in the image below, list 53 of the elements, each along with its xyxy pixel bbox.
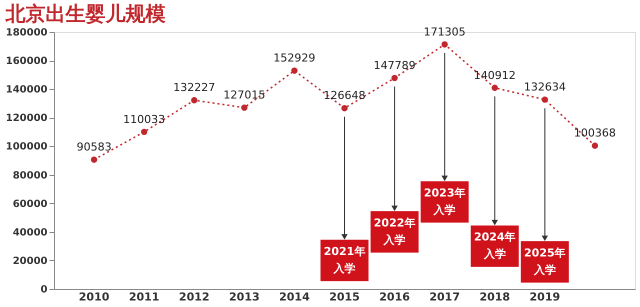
data-label: 147789 (374, 58, 416, 72)
data-label: 171305 (424, 25, 466, 38)
data-label: 100368 (574, 126, 616, 140)
data-label: 110033 (123, 112, 166, 126)
point (140, 128, 148, 136)
data-label: 127015 (223, 88, 266, 102)
y-tick-label: 0 (40, 284, 48, 296)
point (442, 41, 448, 48)
y-tick-label: 40000 (12, 227, 48, 238)
annotation: 入学 (432, 203, 456, 216)
point (492, 84, 498, 91)
y-tick-label: 160000 (6, 56, 48, 68)
x-tick-label: 2011 (128, 290, 160, 304)
point (241, 104, 248, 111)
data-label: 132634 (524, 80, 566, 94)
annotation: 2025年 (524, 246, 566, 260)
annotation: 2024年 (474, 230, 516, 244)
x-tick-label: 2010 (78, 290, 110, 304)
point (391, 74, 398, 82)
annotation: 入学 (382, 233, 406, 246)
data-label: 152929 (273, 52, 316, 65)
annotation: 入学 (332, 262, 356, 276)
y-tick-label: 180000 (6, 28, 48, 38)
x-tick-label: 2016 (379, 290, 410, 304)
x-tick-label: 2013 (229, 290, 260, 304)
y-tick-label: 60000 (12, 198, 48, 210)
x-tick-label: 2015 (329, 290, 360, 304)
x-tick-label: 2018 (479, 290, 510, 304)
annotation: 2023年 (424, 186, 466, 200)
point (191, 97, 198, 104)
y-tick-label: 120000 (6, 113, 48, 124)
x-tick-label: 2012 (178, 290, 210, 304)
data-label: 132227 (173, 81, 216, 94)
point (542, 96, 548, 103)
y-tick-label: 80000 (12, 170, 48, 182)
data-label: 140912 (474, 68, 516, 82)
point (341, 105, 348, 112)
annotation: 2021年 (324, 244, 366, 258)
data-label: 90583 (76, 140, 112, 154)
annotation: 入学 (482, 248, 506, 261)
point (90, 156, 98, 163)
chart-title: 北京出生婴儿规模 (4, 1, 166, 26)
annotation: 入学 (532, 263, 556, 276)
x-tick-label: 2017 (429, 290, 460, 304)
x-tick-label: 2014 (279, 290, 310, 304)
point (592, 142, 598, 149)
annotation: 2022年 (374, 216, 416, 230)
point (291, 67, 298, 74)
data-label: 126648 (324, 89, 366, 102)
x-tick-label: 2019 (530, 290, 560, 304)
y-tick-label: 140000 (6, 84, 48, 96)
y-tick-label: 20000 (12, 256, 48, 267)
y-tick-label: 100000 (6, 142, 48, 153)
